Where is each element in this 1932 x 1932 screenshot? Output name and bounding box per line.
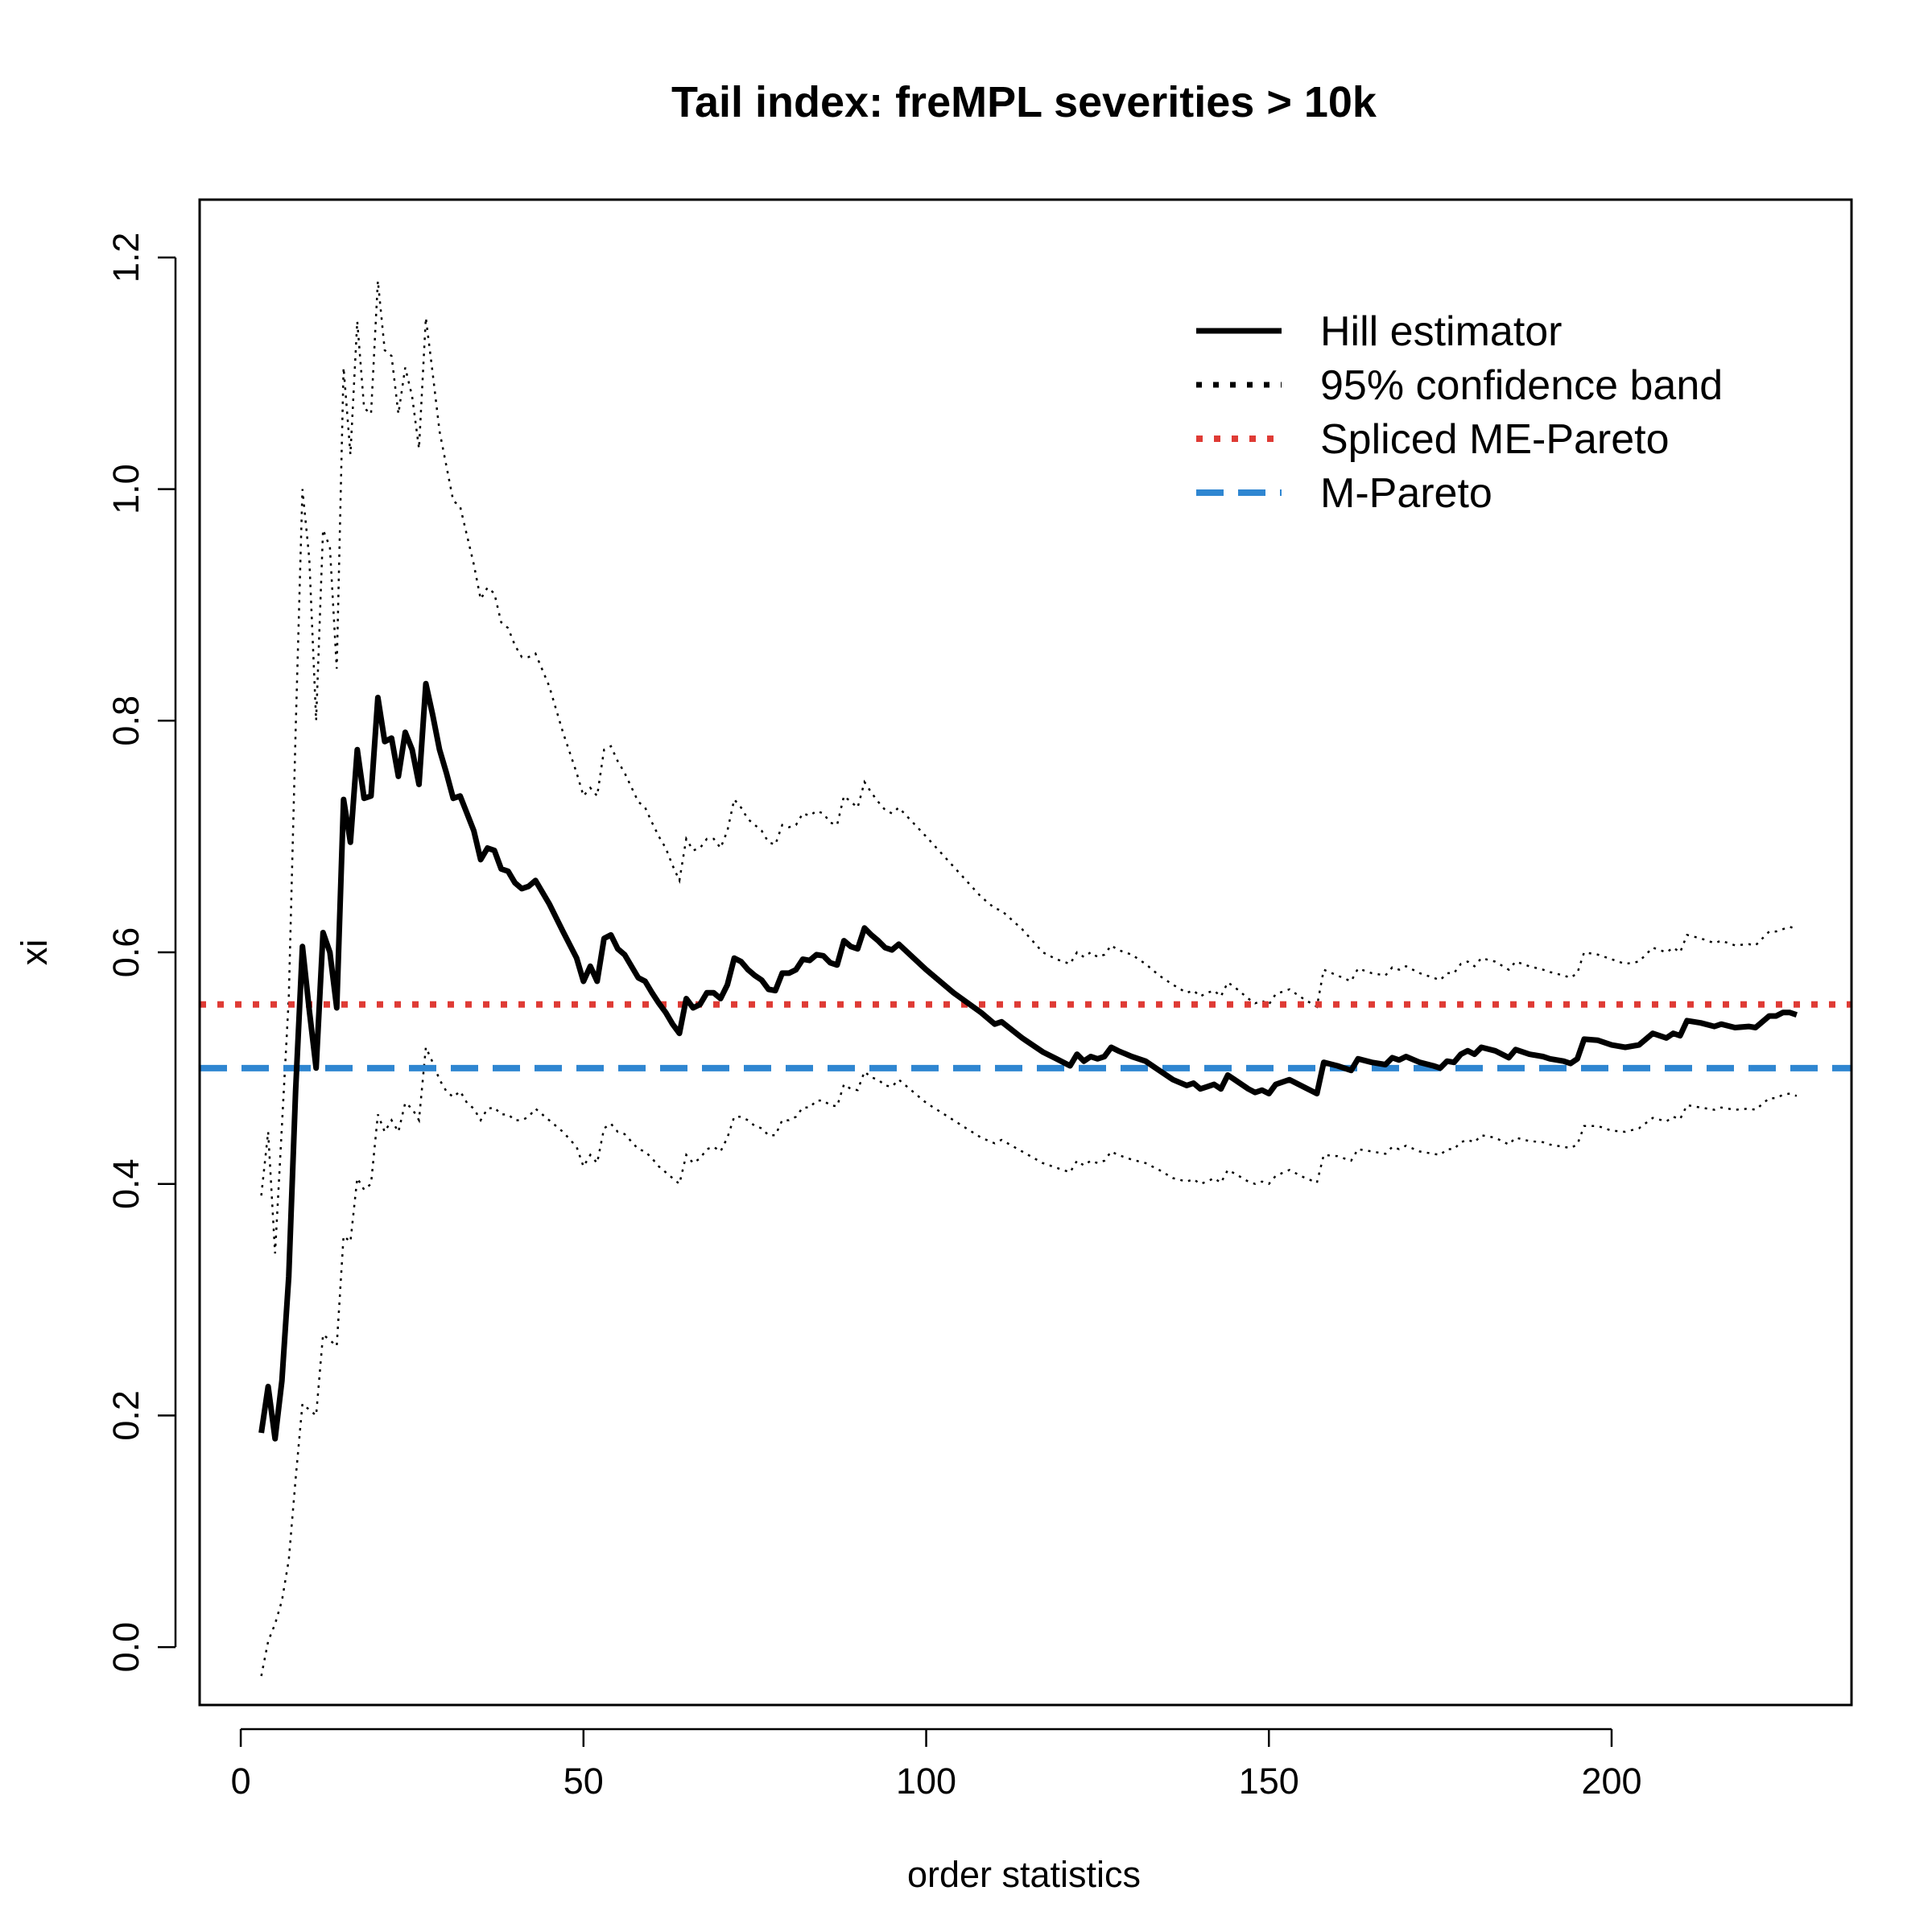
y-axis-label: xi [14,939,55,966]
confidence-band-lower [260,1043,1798,1677]
x-tick-label: 50 [564,1761,604,1802]
y-tick-label: 0.4 [105,1158,147,1209]
legend: Hill estimator 95% confidence band Spliced… [1196,308,1723,517]
hill-estimator-line [258,680,1798,1442]
legend-label-band: 95% confidence band [1320,362,1723,409]
x-tick-label: 150 [1239,1761,1299,1802]
legend-label-spliced: Spliced ME-Pareto [1320,416,1670,463]
plot-marks [200,280,1852,1677]
x-axis-label: order statistics [907,1854,1141,1895]
x-tick-label: 0 [231,1761,251,1802]
legend-label-mpareto: M-Pareto [1320,470,1492,517]
y-axis: 0.0 0.2 0.4 0.6 0.8 1.0 1.2 [105,233,177,1673]
y-tick-label: 0.8 [105,696,147,746]
y-tick-label: 1.2 [105,233,147,283]
y-tick-label: 1.0 [105,464,147,514]
plot-frame [198,198,1853,1707]
x-axis: 0 50 100 150 200 [231,1728,1642,1802]
y-tick-label: 0.2 [105,1390,147,1441]
y-tick-label: 0.0 [105,1622,147,1673]
x-tick-label: 200 [1581,1761,1641,1802]
legend-label-hill: Hill estimator [1320,308,1563,355]
x-tick-label: 100 [896,1761,956,1802]
y-tick-label: 0.6 [105,927,147,978]
chart-title: Tail index: freMPL severities > 10k [671,78,1377,126]
